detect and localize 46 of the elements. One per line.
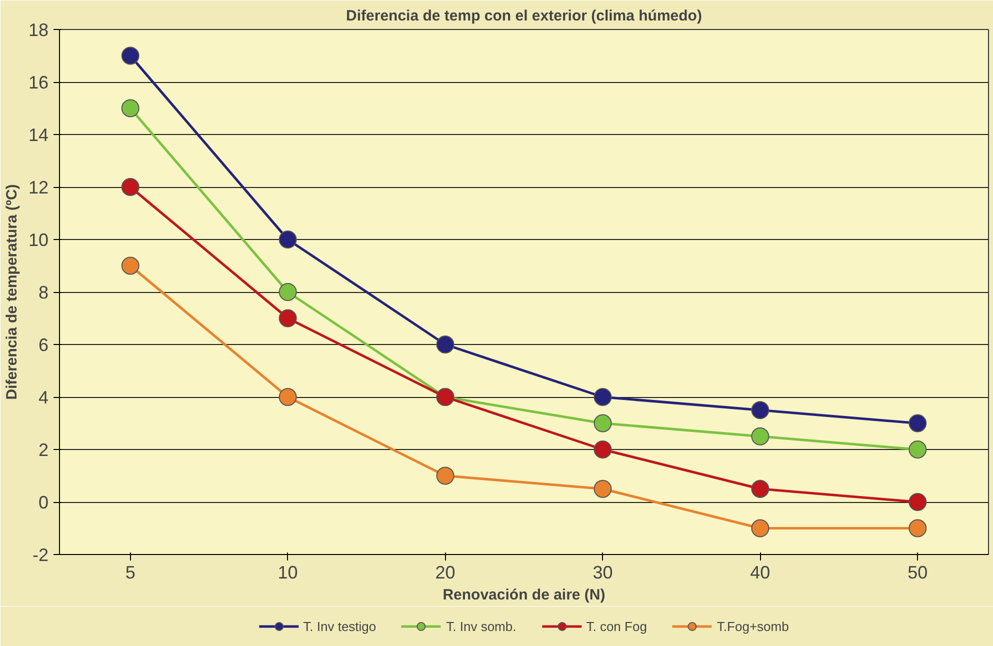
point [278, 388, 297, 406]
chart-title: Diferencia de temp con el exterior (clima húmedo) [346, 8, 702, 24]
point [751, 401, 770, 420]
x-tick-label: 5 [125, 562, 136, 582]
x-tick-label: 50 [908, 562, 928, 582]
point [121, 256, 140, 275]
y-axis-title: Diferencia de temperatura (ºC) [3, 184, 20, 400]
point [908, 519, 927, 538]
y-tick-label: 12 [28, 178, 49, 198]
point [278, 283, 297, 301]
point [594, 414, 612, 432]
y-tick-label: 16 [28, 72, 49, 92]
point [121, 99, 140, 118]
point [751, 480, 770, 498]
y-tick-label: -2 [32, 545, 49, 565]
point [436, 336, 454, 354]
point [436, 466, 454, 485]
legend-label: T. con Fog [586, 618, 647, 634]
point [908, 440, 927, 458]
y-tick-label: 2 [38, 440, 49, 460]
x-tick-label: 20 [435, 562, 456, 582]
point [751, 427, 770, 446]
y-tick-label: 8 [38, 282, 49, 302]
legend-label: T.Fog+somb [716, 618, 789, 634]
y-tick-label: 10 [28, 230, 49, 250]
point [751, 519, 770, 538]
y-tick-label: 6 [38, 335, 49, 355]
y-tick-label: 14 [28, 125, 49, 145]
y-tick-label: 4 [38, 388, 49, 408]
legend-label: T. Inv testigo [303, 618, 376, 634]
y-tick-label: 0 [38, 492, 49, 512]
x-tick-label: 30 [592, 562, 613, 582]
x-tick-label: 40 [750, 562, 770, 582]
point [908, 493, 927, 511]
x-axis-title: Renovación de aire (N) [442, 586, 606, 604]
y-tick-label: 18 [28, 20, 49, 40]
legend-label: T. Inv somb. [446, 618, 516, 634]
point [594, 480, 612, 498]
point [278, 309, 297, 328]
point [121, 178, 140, 196]
x-tick-label: 10 [278, 562, 298, 582]
point [594, 388, 612, 406]
point [121, 46, 140, 65]
point [594, 440, 612, 458]
point [908, 414, 927, 432]
point [278, 230, 297, 248]
